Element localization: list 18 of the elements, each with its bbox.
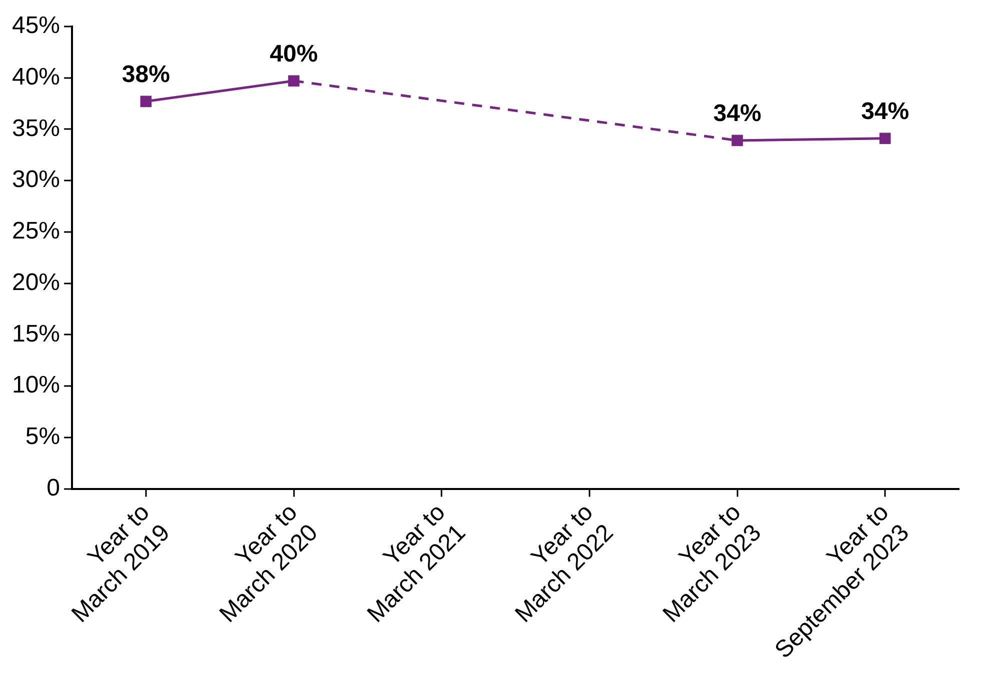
- point: [879, 132, 891, 144]
- y-tick-label: 0: [46, 474, 60, 502]
- y-tick-label: 45%: [12, 12, 60, 40]
- data-label: 34%: [861, 98, 910, 126]
- point: [732, 134, 743, 146]
- y-tick-label: 40%: [12, 63, 60, 90]
- data-label: 34%: [713, 100, 762, 128]
- y-tick-label: 35%: [12, 114, 60, 142]
- y-tick-label: 20%: [12, 268, 60, 296]
- data-label: 40%: [270, 40, 318, 68]
- point: [288, 75, 300, 87]
- y-tick-label: 15%: [12, 320, 60, 348]
- y-tick-label: 25%: [12, 218, 60, 245]
- data-label: 38%: [122, 61, 170, 88]
- y-tick-label: 10%: [12, 372, 60, 399]
- y-tick-label: 30%: [12, 166, 60, 194]
- y-tick-label: 5%: [25, 423, 60, 450]
- point: [140, 96, 152, 108]
